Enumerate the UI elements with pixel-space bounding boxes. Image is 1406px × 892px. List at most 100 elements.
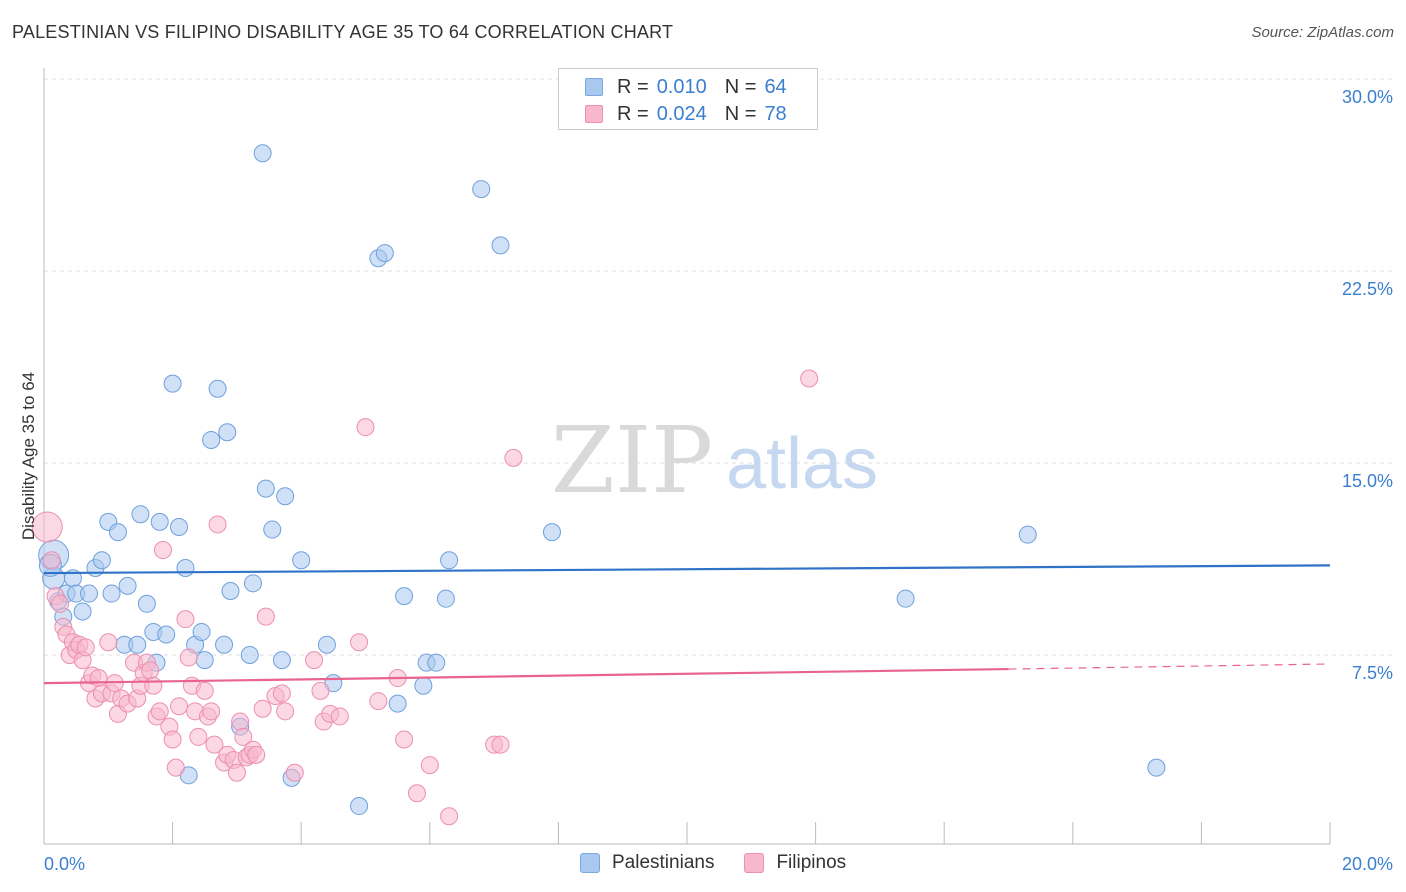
palestinian-point[interactable] bbox=[1018, 525, 1037, 544]
filipino-point[interactable] bbox=[89, 669, 108, 688]
palestinian-point[interactable] bbox=[896, 589, 915, 608]
palestinian-point[interactable] bbox=[472, 180, 491, 199]
filipino-point[interactable] bbox=[276, 702, 295, 721]
palestinian-point[interactable] bbox=[395, 587, 414, 606]
palestinian-point[interactable] bbox=[350, 797, 369, 816]
filipino-point[interactable] bbox=[285, 763, 304, 782]
filipino-point[interactable] bbox=[504, 448, 523, 467]
filipino-point[interactable] bbox=[305, 651, 324, 670]
filipino-point[interactable] bbox=[247, 745, 266, 764]
palestinian-point[interactable] bbox=[208, 379, 227, 398]
palestinian-point[interactable] bbox=[176, 558, 195, 577]
legend-n-value: 78 bbox=[764, 102, 787, 125]
filipino-point[interactable] bbox=[99, 633, 118, 652]
filipino-point[interactable] bbox=[356, 418, 375, 437]
bottom-legend-label: Filipinos bbox=[776, 852, 847, 873]
palestinian-point[interactable] bbox=[263, 520, 282, 539]
filipino-point[interactable] bbox=[208, 515, 227, 534]
filipino-point[interactable] bbox=[42, 551, 61, 570]
palestinian-point[interactable] bbox=[192, 622, 211, 641]
legend-row-palestinians: R = 0.010 N = 64 bbox=[585, 74, 787, 100]
palestinian-point[interactable] bbox=[427, 653, 446, 672]
legend-r-value: 0.010 bbox=[656, 75, 707, 98]
filipino-point[interactable] bbox=[256, 607, 275, 626]
filipino-point[interactable] bbox=[144, 676, 163, 695]
filipino-point[interactable] bbox=[369, 692, 388, 711]
palestinian-point[interactable] bbox=[317, 635, 336, 654]
filipino-point[interactable] bbox=[491, 735, 510, 754]
palestinian-point[interactable] bbox=[272, 651, 291, 670]
palestinian-point[interactable] bbox=[92, 551, 111, 570]
palestinian-point[interactable] bbox=[108, 523, 127, 542]
filipino-point[interactable] bbox=[440, 807, 459, 826]
filipino-point[interactable] bbox=[51, 594, 70, 613]
filipino-point[interactable] bbox=[395, 730, 414, 749]
filipino-point[interactable] bbox=[150, 702, 169, 721]
palestinian-point[interactable] bbox=[375, 244, 394, 263]
bottom-legend-palestinians[interactable]: Palestinians bbox=[580, 852, 714, 874]
palestinian-point[interactable] bbox=[414, 676, 433, 695]
filipino-point[interactable] bbox=[205, 735, 224, 754]
palestinian-point[interactable] bbox=[440, 551, 459, 570]
filipino-point[interactable] bbox=[253, 699, 272, 718]
palestinian-point[interactable] bbox=[240, 646, 259, 664]
palestinian-point[interactable] bbox=[218, 423, 237, 442]
palestinian-point[interactable] bbox=[292, 551, 311, 570]
filipino-point[interactable] bbox=[311, 681, 330, 700]
filipino-point[interactable] bbox=[153, 541, 172, 560]
palestinian-point[interactable] bbox=[491, 236, 510, 255]
filipino-point[interactable] bbox=[189, 727, 208, 746]
palestinian-point[interactable] bbox=[256, 479, 275, 498]
palestinian-point[interactable] bbox=[128, 635, 147, 654]
filipino-point[interactable] bbox=[170, 697, 189, 716]
filipino-point[interactable] bbox=[407, 784, 426, 803]
filipino-point[interactable] bbox=[76, 638, 95, 657]
source-label: Source: ZipAtlas.com bbox=[1251, 24, 1394, 41]
palestinian-point[interactable] bbox=[195, 651, 214, 670]
filipino-point[interactable] bbox=[163, 730, 182, 749]
palestinian-point[interactable] bbox=[1147, 758, 1166, 777]
palestinian-point[interactable] bbox=[202, 430, 221, 449]
palestinian-point[interactable] bbox=[150, 512, 169, 531]
y-tick-label: 15.0% bbox=[1342, 471, 1393, 491]
filipino-point[interactable] bbox=[176, 610, 195, 629]
palestinian-point[interactable] bbox=[131, 505, 150, 524]
palestinian-point[interactable] bbox=[542, 523, 561, 542]
filipino-point[interactable] bbox=[141, 661, 160, 680]
y-tick-label: 7.5% bbox=[1352, 663, 1393, 683]
palestinian-point[interactable] bbox=[388, 694, 407, 713]
filipino-point[interactable] bbox=[272, 684, 291, 703]
filipino-point[interactable] bbox=[31, 511, 63, 543]
palestinian-point[interactable] bbox=[436, 589, 455, 608]
tick-labels: 7.5% 15.0% 22.5% 30.0% 0.0% 20.0% bbox=[44, 87, 1393, 874]
filipino-point[interactable] bbox=[227, 763, 246, 782]
palestinian-point[interactable] bbox=[73, 602, 92, 621]
filipino-point[interactable] bbox=[202, 702, 221, 721]
palestinian-point[interactable] bbox=[215, 635, 234, 654]
palestinian-point[interactable] bbox=[221, 582, 240, 600]
filipino-point[interactable] bbox=[330, 707, 349, 726]
filipino-point[interactable] bbox=[350, 633, 369, 652]
filipino-point[interactable] bbox=[179, 648, 198, 667]
palestinian-point[interactable] bbox=[243, 574, 262, 593]
palestinian-point[interactable] bbox=[170, 518, 189, 536]
watermark-zip: ZIP bbox=[551, 407, 713, 514]
filipino-point[interactable] bbox=[800, 369, 819, 388]
palestinian-point[interactable] bbox=[137, 594, 156, 613]
filipino-point[interactable] bbox=[195, 681, 214, 700]
y-tick-label: 22.5% bbox=[1342, 279, 1393, 299]
palestinian-point[interactable] bbox=[157, 625, 176, 644]
palestinian-point[interactable] bbox=[276, 487, 295, 506]
filipino-point[interactable] bbox=[420, 756, 439, 775]
filipino-point[interactable] bbox=[234, 727, 253, 746]
palestinian-point[interactable] bbox=[80, 584, 99, 603]
filipino-point[interactable] bbox=[166, 758, 185, 777]
filipino-point[interactable] bbox=[231, 712, 250, 731]
palestinian-point[interactable] bbox=[163, 374, 182, 393]
palestinian-point[interactable] bbox=[102, 584, 121, 603]
palestinian-point[interactable] bbox=[253, 144, 272, 163]
legend-n-value: 64 bbox=[764, 75, 787, 98]
palestinian-point[interactable] bbox=[118, 576, 137, 595]
bottom-legend-filipinos[interactable]: Filipinos bbox=[744, 852, 846, 874]
